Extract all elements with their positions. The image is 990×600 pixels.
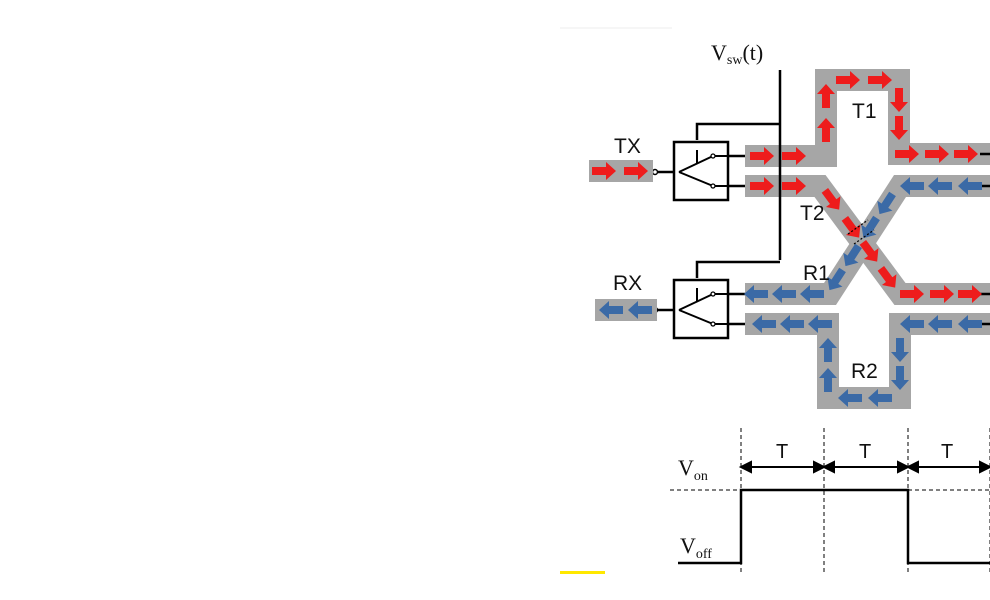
period-label-3: T <box>941 441 953 463</box>
r1-label: R1 <box>803 262 830 285</box>
r1-path-bg <box>745 175 990 305</box>
t2-label: T2 <box>800 202 825 225</box>
period-label-1: T <box>776 441 788 463</box>
rx-output-bg <box>595 299 657 321</box>
switch-waveform <box>678 488 990 565</box>
rx-switch <box>651 278 730 340</box>
period-label-2: T <box>859 441 871 463</box>
crossing-junction <box>847 219 875 245</box>
tx-label: TX <box>614 135 641 158</box>
vsw-label: Vsw(t) <box>711 40 763 68</box>
highlight-mark <box>560 571 605 574</box>
r2-label: R2 <box>851 360 878 383</box>
tx-input-bg <box>589 160 653 182</box>
t1-label: T1 <box>852 100 877 123</box>
path-backgrounds <box>745 69 990 409</box>
von-label: Von <box>678 455 708 484</box>
voff-label: Voff <box>680 533 712 562</box>
wiring <box>655 70 990 326</box>
tx-switch <box>651 140 730 202</box>
rx-label: RX <box>613 272 642 295</box>
timing-diagram: T T T Von Voff <box>670 428 990 572</box>
